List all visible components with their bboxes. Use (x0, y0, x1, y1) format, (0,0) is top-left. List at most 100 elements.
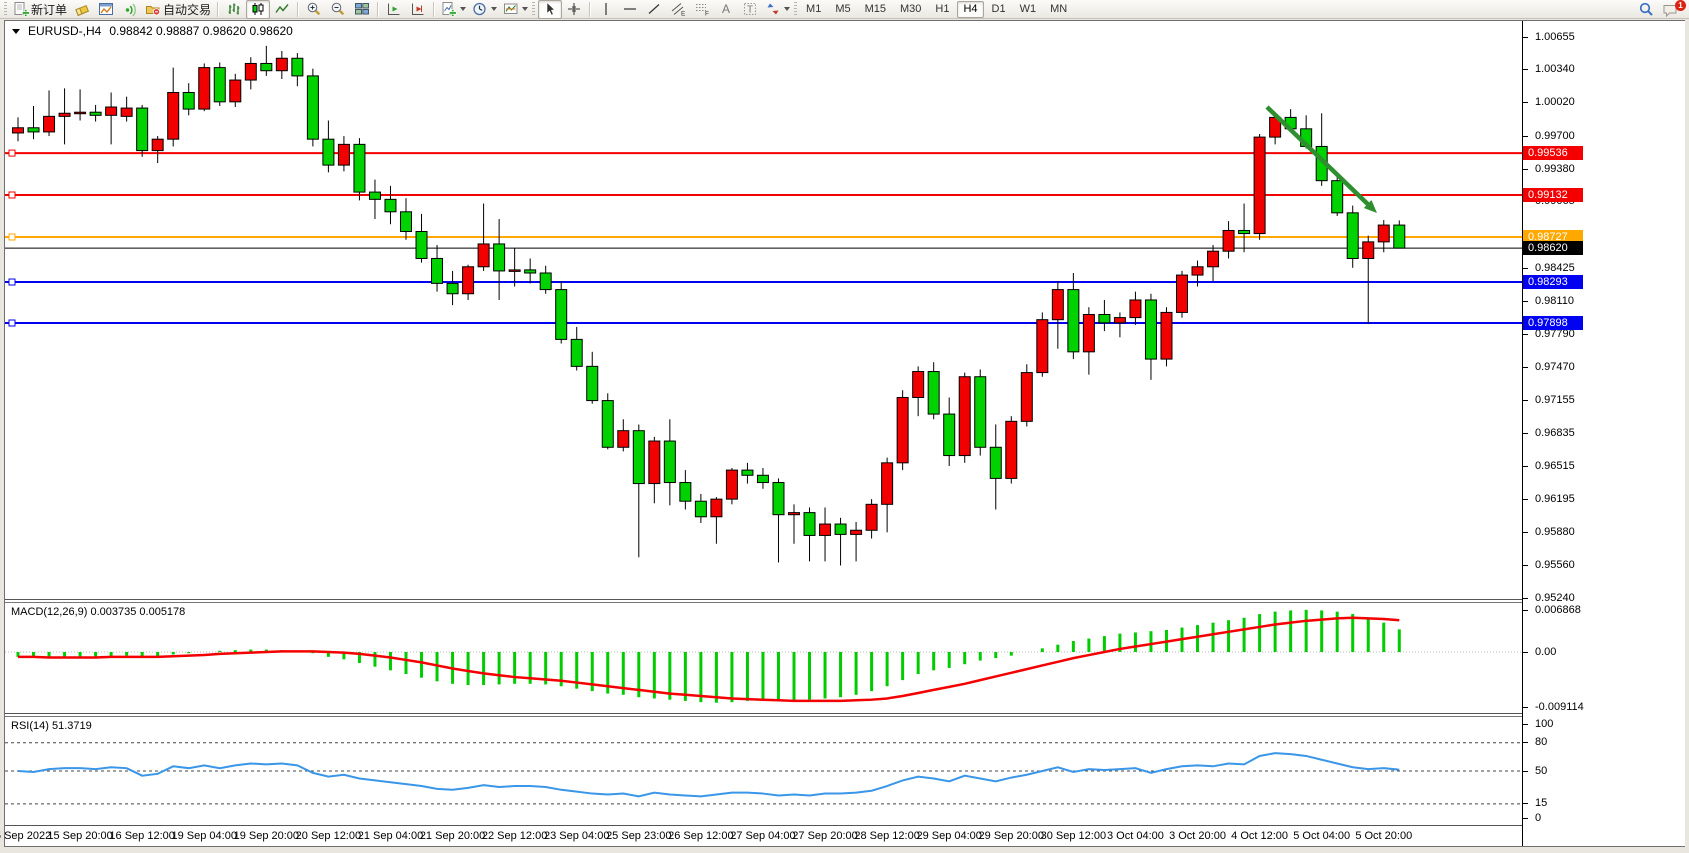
date-label: 25 Sep 23:00 (606, 830, 672, 842)
eraser-icon (75, 4, 90, 16)
fibonacci-tool-button[interactable]: F (690, 0, 714, 19)
price-tick: 0.97155 (1523, 394, 1575, 407)
candle (74, 89, 87, 121)
timeframe-d1[interactable]: D1 (991, 2, 1006, 15)
trend-arrow-annotation[interactable] (1265, 105, 1377, 213)
candlestick-chart-button[interactable] (246, 0, 271, 19)
panel-separator[interactable] (5, 713, 1684, 717)
candle (446, 270, 459, 306)
date-label: 26 Sep 12:00 (668, 830, 734, 842)
candle (136, 104, 149, 157)
candle (694, 493, 707, 523)
auto-scroll-icon (412, 3, 424, 15)
tile-windows-button[interactable] (350, 0, 374, 19)
candle (1082, 307, 1095, 375)
period-button[interactable] (469, 0, 500, 19)
horizontal-line-tool-button[interactable] (618, 0, 642, 19)
new-order-button[interactable]: 新订单 (10, 0, 70, 19)
toolbar-drag-handle[interactable] (794, 2, 798, 16)
channel-tool-button[interactable]: E (666, 0, 690, 19)
candle (275, 51, 288, 80)
arrows-dropdown-icon[interactable] (784, 7, 791, 11)
candle (555, 281, 568, 344)
macd-label: MACD(12,26,9) 0.003735 0.005178 (11, 606, 186, 618)
price-line-0.99536[interactable] (5, 149, 1522, 157)
line-anchor-marker[interactable] (8, 319, 16, 327)
crosshair-tool-button[interactable] (562, 0, 586, 19)
auto-scroll-button[interactable] (406, 0, 430, 19)
line-anchor-marker[interactable] (8, 149, 16, 157)
candle (772, 478, 785, 563)
channel-sub-label: E (681, 11, 686, 18)
price-line-0.98727[interactable] (5, 233, 1522, 241)
fibonacci-icon: F (696, 4, 709, 17)
new-chart-dropdown-icon[interactable] (460, 7, 467, 11)
arrows-tool-button[interactable] (762, 0, 793, 19)
candle (167, 67, 180, 147)
search-button[interactable] (1634, 0, 1658, 19)
text-tool-button[interactable]: A (714, 0, 738, 19)
signal-icon (125, 3, 136, 17)
rsi-tick: 100 (1523, 718, 1553, 731)
candlestick-chart (5, 45, 1522, 566)
new-chart-button[interactable] (438, 0, 469, 19)
period-dropdown-icon[interactable] (491, 7, 498, 11)
date-label: 27 Sep 20:00 (792, 830, 858, 842)
candle (710, 497, 723, 544)
bar-chart-icon (228, 3, 240, 15)
candle (539, 265, 552, 294)
candle (291, 53, 304, 87)
notification-badge: 1 (1675, 0, 1686, 11)
price-tick: 0.97790 (1523, 328, 1575, 341)
timeframe-h4[interactable]: H4 (957, 0, 984, 18)
symbol-dropdown-icon[interactable] (12, 28, 20, 34)
candle (400, 198, 412, 240)
toolbar-drag-handle[interactable] (532, 2, 536, 16)
template-dropdown-icon[interactable] (522, 7, 529, 11)
charts-window-button[interactable] (94, 0, 118, 19)
zoom-in-button[interactable] (302, 0, 326, 19)
chart-shift-button[interactable] (382, 0, 406, 19)
line-anchor-marker[interactable] (8, 278, 16, 286)
eraser-button[interactable] (70, 0, 94, 19)
notifications-button[interactable]: 1 (1658, 0, 1686, 19)
trendline-tool-button[interactable] (642, 0, 666, 19)
panel-separator[interactable] (5, 599, 1684, 603)
line-chart-icon (275, 4, 289, 13)
price-line-0.99132[interactable] (5, 191, 1522, 199)
date-label: 27 Sep 04:00 (730, 830, 796, 842)
timeframe-mn[interactable]: MN (1050, 2, 1068, 15)
candlestick-chart-icon (252, 3, 264, 15)
timeframe-h1[interactable]: H1 (935, 2, 950, 15)
signal-button[interactable] (118, 0, 142, 19)
toolbar-drag-handle[interactable] (4, 2, 7, 16)
candle (431, 244, 444, 292)
line-anchor-marker[interactable] (8, 191, 16, 199)
label-tool-button[interactable]: T (738, 0, 762, 19)
candle (43, 90, 56, 137)
bar-chart-button[interactable] (222, 0, 246, 19)
vertical-line-tool-button[interactable] (594, 0, 618, 19)
template-button[interactable] (500, 0, 531, 19)
timeframe-m30[interactable]: M30 (900, 2, 922, 15)
timeframe-m5[interactable]: M5 (835, 2, 851, 15)
line-anchor-marker[interactable] (8, 233, 16, 241)
price-axis[interactable]: 1.006551.003401.000200.997000.993800.990… (1522, 21, 1685, 846)
auto-trading-button[interactable]: 自动交易 (142, 0, 214, 19)
equidistant-channel-icon: E (671, 3, 686, 18)
date-label: 4 Oct 12:00 (1231, 830, 1289, 842)
price-line-0.97898[interactable] (5, 319, 1522, 327)
cursor-tool-button[interactable] (538, 0, 563, 19)
price-line-0.98293[interactable] (5, 278, 1522, 286)
timeframe-m15[interactable]: M15 (864, 2, 886, 15)
zoom-out-button[interactable] (326, 0, 350, 19)
candle (632, 424, 645, 558)
candle (182, 83, 195, 116)
rsi-label: RSI(14) 51.3719 (11, 720, 92, 732)
line-chart-button[interactable] (270, 0, 294, 19)
timeframe-w1[interactable]: W1 (1019, 2, 1037, 15)
candle (229, 73, 242, 108)
candle (679, 470, 692, 510)
timeframe-m1[interactable]: M1 (806, 2, 822, 15)
